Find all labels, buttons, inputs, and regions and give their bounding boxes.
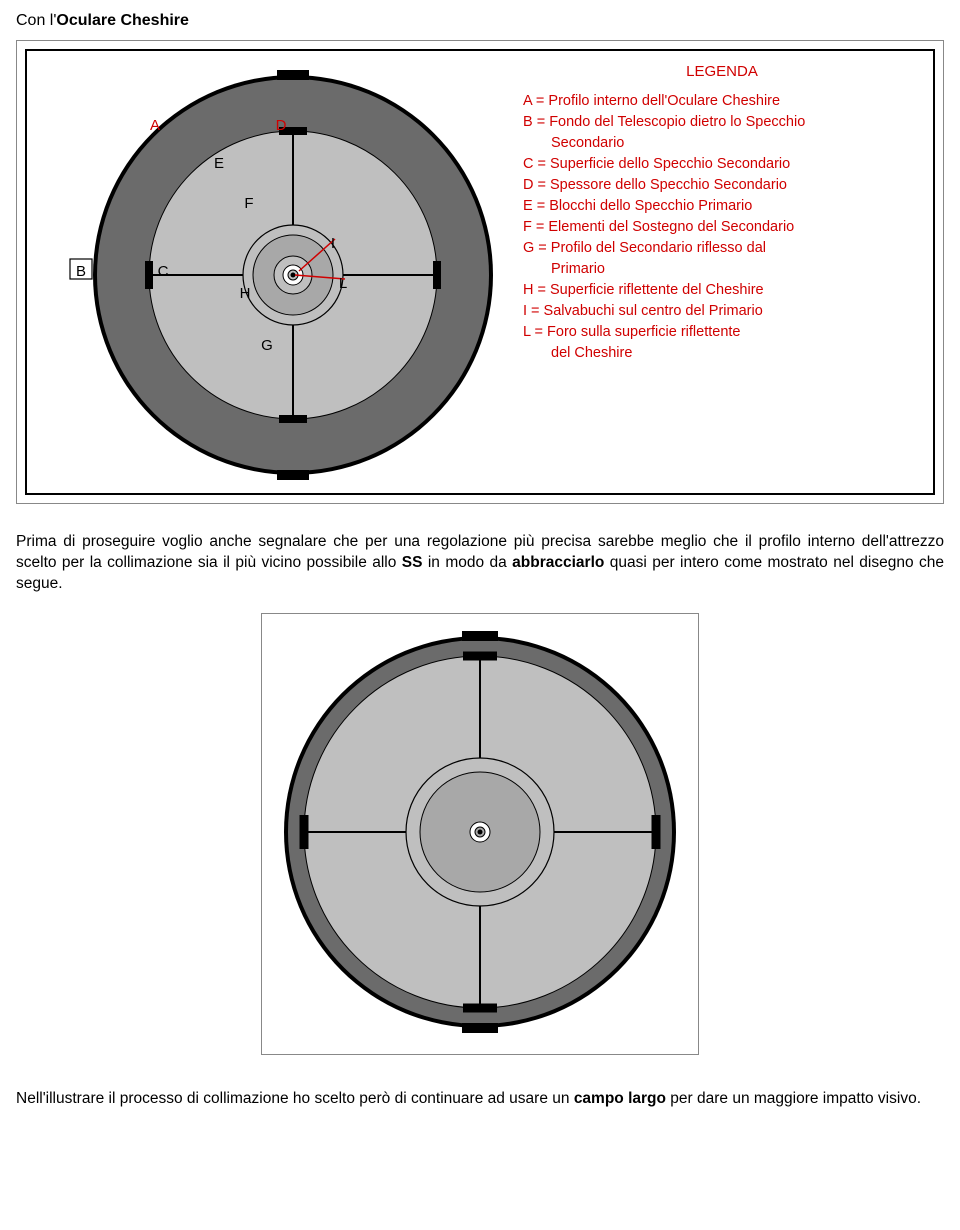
legend-item: F = Elementi del Sostegno del Secondario [523,217,921,238]
page-title: Con l'Oculare Cheshire [16,12,944,30]
diagram-2 [270,622,690,1042]
svg-text:F: F [244,195,253,212]
legend-item: I = Salvabuchi sul centro del Primario [523,301,921,322]
svg-text:L: L [339,275,347,292]
svg-text:D: D [276,117,287,134]
legend-item: L = Foro sulla superficie riflettentedel… [523,322,921,364]
legend-item: C = Superficie dello Specchio Secondario [523,154,921,175]
legend-item: H = Superficie riflettente del Cheshire [523,280,921,301]
legend-title: LEGENDA [523,61,921,83]
diagram-1: A D E F I L H G C B [31,55,511,489]
svg-text:A: A [150,117,160,134]
svg-text:E: E [214,155,224,172]
legend: LEGENDA A = Profilo interno dell'Oculare… [511,55,925,489]
legend-item: B = Fondo del Telescopio dietro lo Specc… [523,112,921,154]
paragraph-1: Prima di proseguire voglio anche segnala… [16,532,944,595]
legend-item: E = Blocchi dello Specchio Primario [523,196,921,217]
title-bold: Oculare Cheshire [56,12,189,29]
svg-text:I: I [331,235,335,252]
figure-1-frame: A D E F I L H G C B LEGENDA A = Profilo interno d… [16,40,944,504]
svg-text:H: H [240,285,251,302]
figure-1-box: A D E F I L H G C B LEGENDA A = Profilo interno d… [25,49,935,495]
paragraph-2: Nell'illustrare il processo di collimazi… [16,1089,944,1110]
legend-item: A = Profilo interno dell'Oculare Cheshir… [523,91,921,112]
svg-text:B: B [76,263,86,280]
figure-2-frame [261,613,699,1055]
legend-item: D = Spessore dello Specchio Secondario [523,175,921,196]
svg-text:G: G [261,337,273,354]
legend-item: G = Profilo del Secondario riflesso dalP… [523,238,921,280]
svg-text:C: C [158,263,169,280]
title-prefix: Con l' [16,12,56,29]
